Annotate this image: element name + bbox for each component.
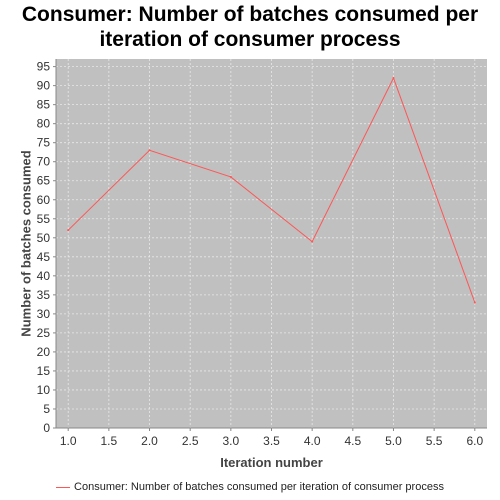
data-point xyxy=(67,229,70,232)
x-tick-label: 5.5 xyxy=(426,434,443,448)
x-tick-label: 1.5 xyxy=(101,434,118,448)
y-axis-label: Number of batches consumed xyxy=(19,150,34,336)
x-tick-label: 5.0 xyxy=(385,434,402,448)
y-tick-label: 70 xyxy=(37,155,51,169)
y-tick-label: 50 xyxy=(37,231,51,245)
y-tick-label: 80 xyxy=(37,117,51,131)
y-tick-label: 85 xyxy=(37,98,51,112)
y-tick-label: 75 xyxy=(37,136,51,150)
legend-swatch xyxy=(56,486,71,488)
x-tick-label: 4.0 xyxy=(304,434,321,448)
y-tick-label: 45 xyxy=(37,250,51,264)
y-tick-label: 40 xyxy=(37,269,51,283)
x-tick-label: 3.5 xyxy=(263,434,280,448)
y-tick-label: 60 xyxy=(37,193,51,207)
series-line xyxy=(67,76,476,303)
y-tick-label: 20 xyxy=(37,345,51,359)
y-tick-label: 15 xyxy=(37,364,51,378)
y-tick-label: 90 xyxy=(37,79,51,93)
x-tick-label: 2.0 xyxy=(141,434,158,448)
y-tick-label: 30 xyxy=(37,307,51,321)
y-tick-label: 55 xyxy=(37,212,51,226)
data-point xyxy=(311,240,314,243)
y-axis-ticks: 0 5 10 15 20 25 30 35 40 45 50 55 60 65 70 75 80 85 90 95 xyxy=(37,60,56,435)
x-tick-label: 4.5 xyxy=(344,434,361,448)
y-tick-label: 65 xyxy=(37,174,51,188)
grid-lines xyxy=(56,59,487,428)
series-layer xyxy=(67,76,476,304)
y-tick-label: 25 xyxy=(37,326,51,340)
legend-label: Consumer: Number of batches consumed per… xyxy=(74,481,444,493)
chart-title: Consumer: Number of batches consumed per… xyxy=(0,2,500,52)
x-tick-label: 3.0 xyxy=(222,434,239,448)
y-tick-label: 10 xyxy=(37,383,51,397)
x-tick-label: 2.5 xyxy=(182,434,199,448)
x-axis-label: Iteration number xyxy=(220,455,323,470)
data-point xyxy=(392,77,395,80)
data-point xyxy=(148,149,151,152)
chart-title-line-1: Consumer: Number of batches consumed per xyxy=(21,3,479,26)
x-tick-label: 6.0 xyxy=(466,434,483,448)
y-tick-label: 0 xyxy=(43,421,50,435)
chart-title-line-2: iteration of consumer process xyxy=(99,28,401,51)
y-tick-label: 5 xyxy=(43,402,50,416)
data-point xyxy=(473,301,476,304)
y-tick-label: 95 xyxy=(37,60,51,74)
legend: Consumer: Number of batches consumed per… xyxy=(0,481,500,493)
y-tick-label: 35 xyxy=(37,288,51,302)
x-tick-label: 1.0 xyxy=(60,434,77,448)
data-point xyxy=(229,175,232,178)
x-axis-ticks: 1.0 1.5 2.0 2.5 3.0 3.5 4.0 4.5 5.0 5.5 6.0 xyxy=(60,428,483,448)
